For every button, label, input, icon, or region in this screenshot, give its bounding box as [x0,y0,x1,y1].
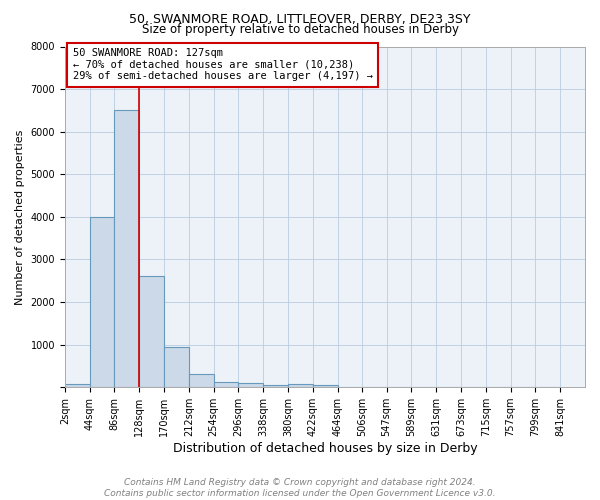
X-axis label: Distribution of detached houses by size in Derby: Distribution of detached houses by size … [173,442,477,455]
Bar [263,384,288,387]
Text: Contains HM Land Registry data © Crown copyright and database right 2024.
Contai: Contains HM Land Registry data © Crown c… [104,478,496,498]
Bar [189,374,214,387]
Bar [139,276,164,387]
Text: 50, SWANMORE ROAD, LITTLEOVER, DERBY, DE23 3SY: 50, SWANMORE ROAD, LITTLEOVER, DERBY, DE… [129,12,471,26]
Bar [313,385,338,387]
Text: Size of property relative to detached houses in Derby: Size of property relative to detached ho… [142,22,458,36]
Bar [288,384,313,387]
Bar [115,110,139,387]
Bar [214,382,238,387]
Bar [238,383,263,387]
Bar [89,217,115,387]
Bar [164,347,189,387]
Text: 50 SWANMORE ROAD: 127sqm
← 70% of detached houses are smaller (10,238)
29% of se: 50 SWANMORE ROAD: 127sqm ← 70% of detach… [73,48,373,82]
Y-axis label: Number of detached properties: Number of detached properties [15,129,25,304]
Bar [65,384,89,387]
